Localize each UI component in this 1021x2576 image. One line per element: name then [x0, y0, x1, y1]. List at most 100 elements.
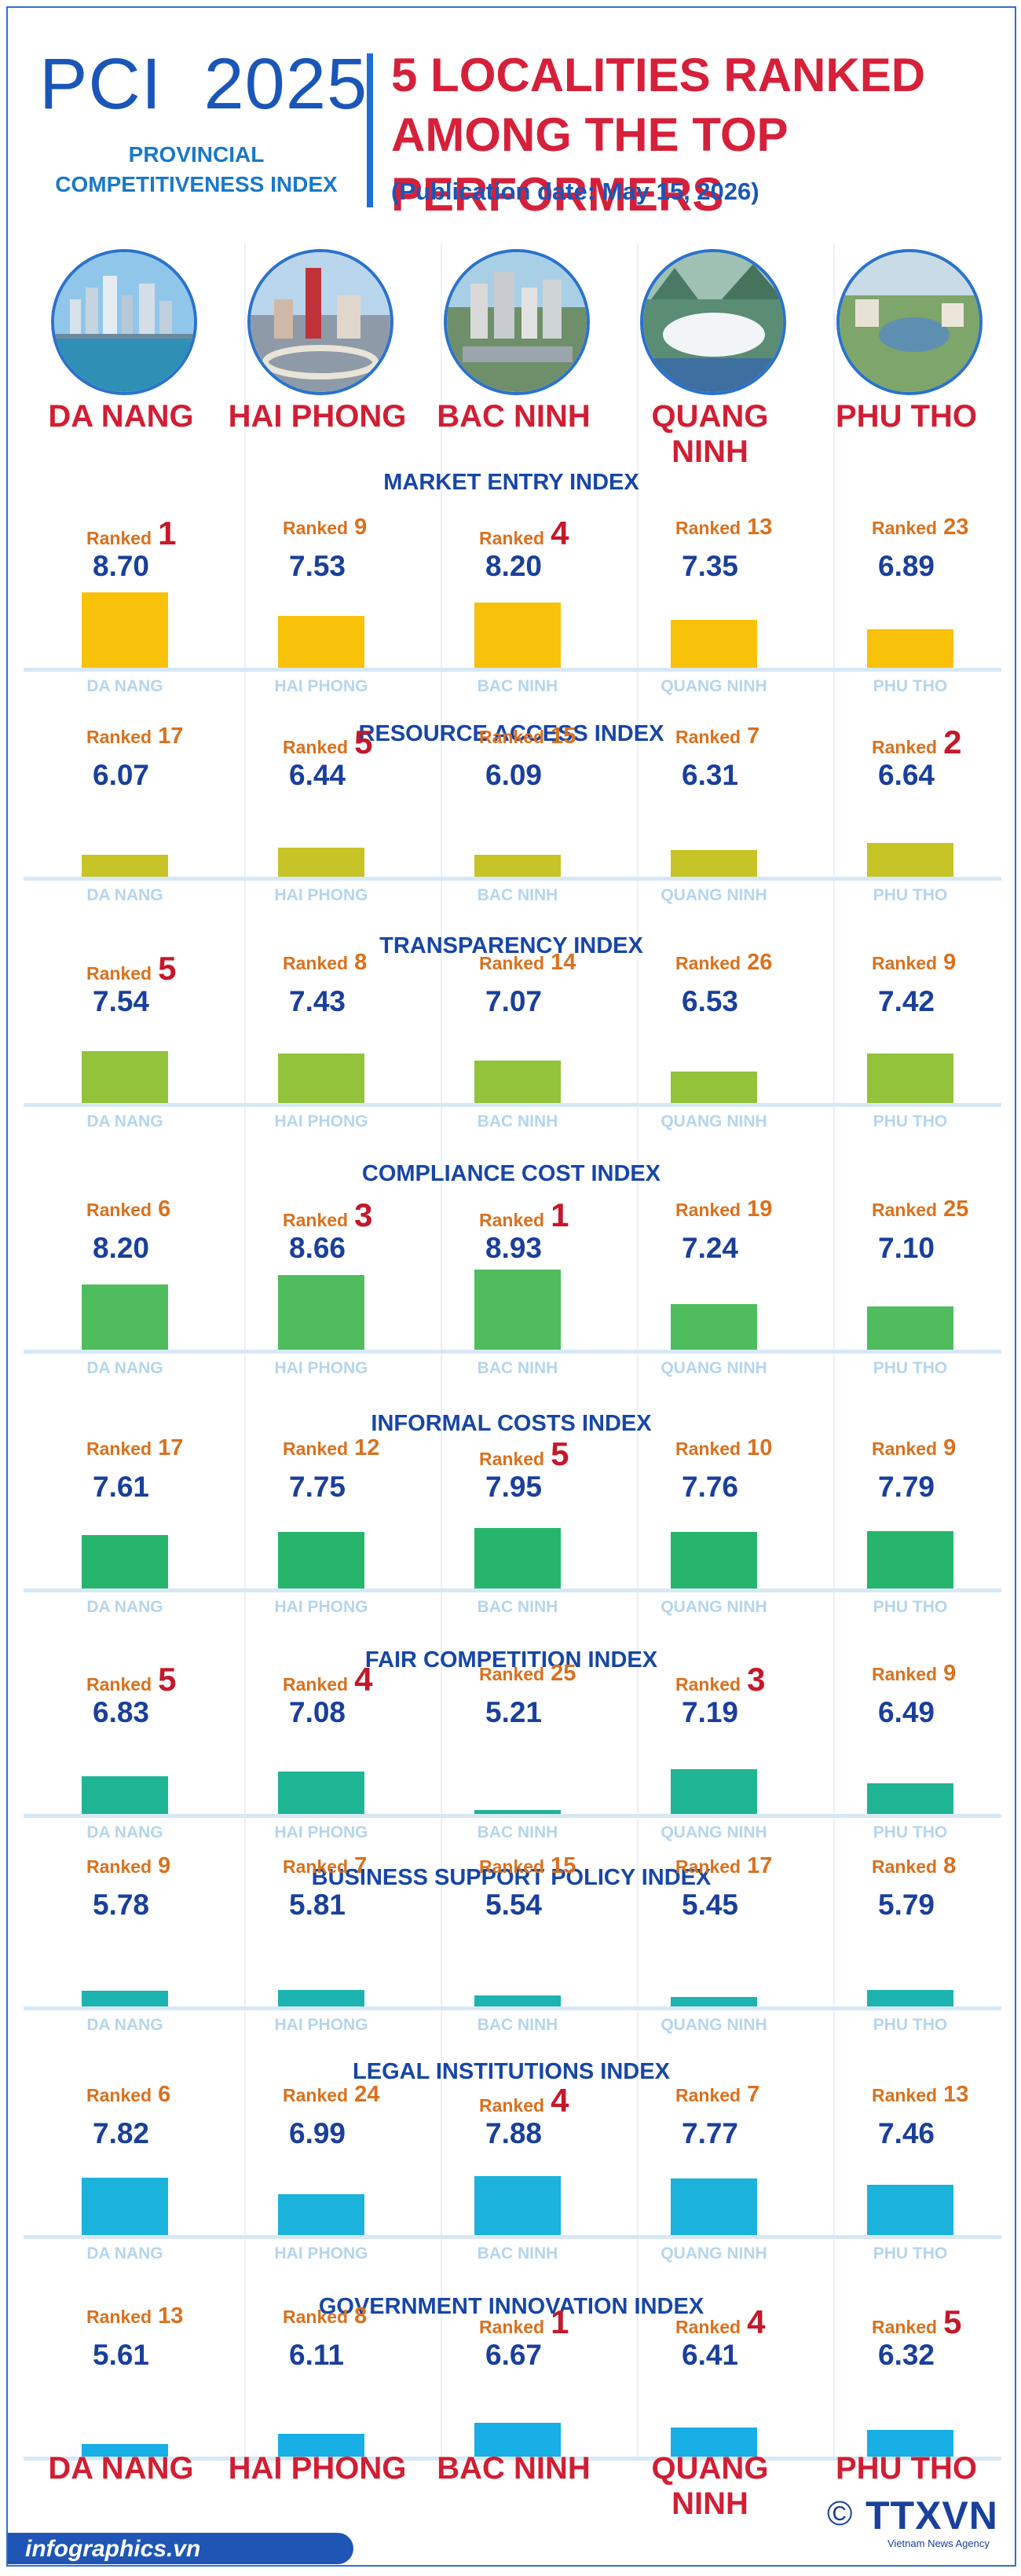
- rank-label: Ranked 9: [283, 515, 440, 540]
- rank-number: 6: [158, 1196, 171, 1222]
- baseline: [24, 1350, 1001, 1354]
- rank-number: 9: [158, 1853, 171, 1878]
- value-label: 6.64: [878, 759, 935, 791]
- value-label: 7.76: [682, 1471, 739, 1503]
- rank-number: 1: [551, 1196, 569, 1233]
- ranked-text: Ranked: [675, 1856, 741, 1877]
- category-label: BAC NINH: [477, 677, 558, 695]
- bar: [474, 1995, 561, 2006]
- ranked-text: Ranked: [479, 1210, 545, 1230]
- category-label: DA NANG: [86, 677, 163, 695]
- rank-label: Ranked 9: [872, 1435, 1015, 1461]
- rank-label: Ranked 13: [86, 2303, 243, 2329]
- headline-line2: AMONG THE TOP PERFORMERS: [391, 108, 788, 221]
- ranked-text: Ranked: [872, 518, 938, 538]
- category-label: BAC NINH: [477, 886, 558, 904]
- city-name-hai-phong: HAI PHONG: [228, 2451, 407, 2486]
- ranked-text: Ranked: [872, 2085, 938, 2105]
- rank-label: Ranked 7: [675, 724, 833, 749]
- baseline: [24, 2006, 1001, 2010]
- pci-subtitle-line1: PROVINCIAL: [128, 142, 265, 167]
- category-label: QUANG NINH: [661, 1112, 767, 1130]
- bar: [278, 848, 364, 877]
- bar: [82, 1051, 168, 1103]
- baseline: [24, 1814, 1001, 1818]
- rank-label: Ranked 4: [479, 515, 636, 552]
- rank-number: 9: [943, 950, 957, 975]
- value-label: 6.83: [93, 1696, 150, 1728]
- city-name-hai-phong: HAI PHONG: [228, 399, 407, 434]
- bar: [671, 620, 757, 668]
- value-label: 5.79: [878, 1889, 935, 1921]
- footer-site[interactable]: infographics.vn: [25, 2536, 201, 2562]
- quang-ninh-photo: [640, 249, 786, 395]
- rank-label: Ranked 17: [86, 1435, 243, 1461]
- baseline: [24, 1103, 1001, 1107]
- bar: [278, 1275, 364, 1350]
- ranked-text: Ranked: [283, 953, 349, 973]
- baseline: [24, 877, 1001, 881]
- bar: [474, 1061, 561, 1103]
- ranked-text: Ranked: [283, 1856, 349, 1877]
- ranked-text: Ranked: [872, 1856, 938, 1877]
- bar: [82, 2178, 168, 2235]
- rank-number: 17: [158, 724, 184, 749]
- value-label: 6.32: [878, 2339, 935, 2371]
- headline-line1: 5 LOCALITIES RANKED: [391, 49, 926, 101]
- title-divider: [367, 53, 373, 207]
- rank-label: Ranked 6: [86, 2082, 243, 2108]
- rank-label: Ranked 3: [283, 1196, 440, 1234]
- rank-number: 7: [354, 1853, 368, 1878]
- ranked-text: Ranked: [86, 1200, 152, 1220]
- category-label: DA NANG: [86, 1823, 163, 1841]
- publication-date: (Publication date: May 15, 2026): [391, 178, 759, 205]
- baseline: [24, 2235, 1001, 2239]
- ranked-text: Ranked: [675, 518, 741, 538]
- category-label: BAC NINH: [477, 1359, 558, 1377]
- ranked-text: Ranked: [283, 737, 349, 757]
- value-label: 7.10: [878, 1232, 935, 1264]
- ranked-text: Ranked: [675, 1674, 741, 1695]
- ranked-text: Ranked: [283, 518, 349, 538]
- rank-number: 7: [747, 724, 760, 749]
- panel-title: GOVERNMENT INNOVATION INDEX: [318, 2294, 704, 2319]
- baseline: [24, 1588, 1001, 1592]
- bar: [278, 1053, 364, 1103]
- rank-label: Ranked 3: [675, 1661, 833, 1698]
- footer-banner: [8, 2533, 353, 2564]
- rank-number: 17: [158, 1435, 184, 1460]
- rank-number: 13: [158, 2303, 184, 2329]
- rank-label: Ranked 4: [479, 2082, 636, 2120]
- rank-number: 13: [943, 2082, 969, 2107]
- value-label: 7.79: [878, 1471, 935, 1503]
- rank-label: Ranked 10: [675, 1435, 833, 1461]
- category-label: PHU THO: [873, 2244, 948, 2263]
- ranked-text: Ranked: [872, 1438, 938, 1459]
- bar: [671, 850, 757, 877]
- rank-label: Ranked 1: [86, 515, 243, 552]
- category-label: HAI PHONG: [274, 2016, 368, 2034]
- category-label: QUANG NINH: [661, 1359, 767, 1377]
- rank-label: Ranked 5: [86, 1661, 243, 1698]
- category-label: BAC NINH: [477, 2016, 558, 2034]
- bar: [867, 629, 953, 668]
- ranked-text: Ranked: [86, 2085, 152, 2105]
- value-label: 6.07: [93, 759, 150, 791]
- category-label: BAC NINH: [477, 1112, 558, 1130]
- value-label: 6.99: [289, 2117, 346, 2149]
- bar: [278, 1990, 364, 2006]
- bar: [82, 1991, 168, 2006]
- city-name-phu-tho: PHU THO: [836, 2451, 977, 2486]
- rank-label: Ranked 15: [479, 1853, 636, 1879]
- city-name-bac-ninh: BAC NINH: [437, 399, 591, 434]
- bar: [867, 2430, 953, 2457]
- panel-title: TRANSPARENCY INDEX: [379, 933, 643, 958]
- category-label: HAI PHONG: [274, 2244, 368, 2263]
- value-label: 7.43: [289, 985, 346, 1017]
- rank-number: 14: [551, 950, 576, 975]
- bar: [867, 1990, 953, 2006]
- rank-label: Ranked 8: [283, 950, 440, 976]
- bar: [474, 2176, 561, 2235]
- rank-label: Ranked 14: [479, 950, 636, 976]
- category-label: DA NANG: [86, 886, 163, 904]
